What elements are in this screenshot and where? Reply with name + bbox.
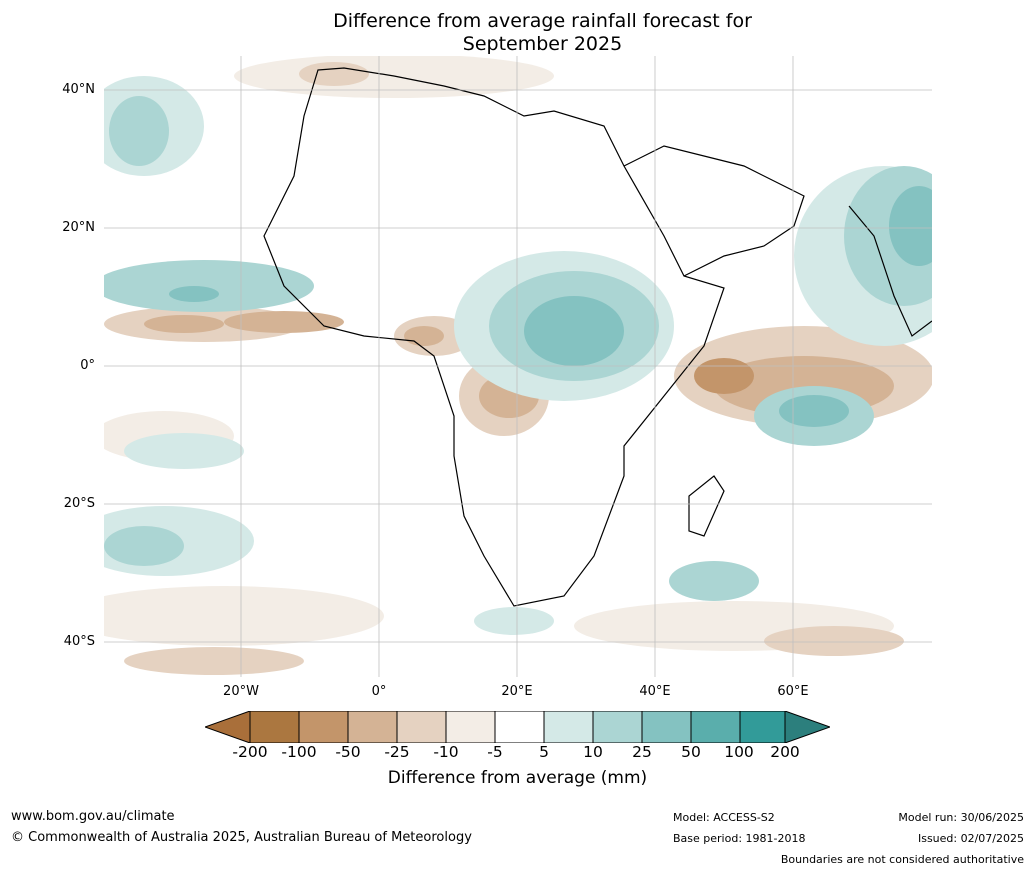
copyright-notice: © Commonwealth of Australia 2025, Austra…: [11, 830, 472, 845]
issued-date: Issued: 02/07/2025: [917, 832, 1024, 845]
colorbar-bin-7: [543, 711, 594, 743]
colorbar-tick-11: 100: [724, 743, 754, 761]
lon-label-20e: 20°E: [501, 684, 533, 699]
colorbar-tick-12: 200: [770, 743, 800, 761]
coastline-arabia: [623, 145, 805, 277]
colorbar-label: Difference from average (mm): [387, 768, 648, 788]
lon-label-20w: 20°W: [223, 684, 259, 699]
map-title-line-2: September 2025: [462, 33, 623, 55]
lat-label-equator: 0°: [80, 358, 95, 373]
colorbar-bin-11: [739, 711, 786, 743]
colorbar-bin-6: [494, 711, 545, 743]
dry-anomaly-shading: [104, 56, 932, 675]
rainfall-anomaly-map: [104, 56, 932, 677]
colorbar-tick-1: -200: [232, 743, 268, 761]
wet-anomaly-shading: [104, 76, 932, 635]
colorbar-bin-2: [298, 711, 349, 743]
colorbar-bin-10: [690, 711, 741, 743]
map-canvas: [104, 56, 932, 677]
lon-label-40e: 40°E: [639, 684, 671, 699]
colorbar-tick-2: -100: [281, 743, 317, 761]
colorbar-bin-8: [592, 711, 643, 743]
colorbar-bin-5: [445, 711, 496, 743]
colorbar-bin-4: [396, 711, 447, 743]
lat-label-20n: 20°N: [62, 220, 95, 235]
coastline-madagascar: [688, 475, 725, 537]
colorbar-tick-6: -5: [487, 743, 503, 761]
colorbar-low-extension: [205, 711, 251, 743]
colorbar-bin-1: [249, 711, 300, 743]
colorbar-tick-10: 50: [681, 743, 701, 761]
colorbar-bin-3: [347, 711, 398, 743]
lon-label-60e: 60°E: [777, 684, 809, 699]
colorbar: [205, 711, 830, 743]
coastline-india: [848, 205, 932, 337]
lat-label-40s: 40°S: [63, 634, 95, 649]
colorbar-tick-4: -25: [384, 743, 410, 761]
colorbar-tick-7: 5: [539, 743, 549, 761]
colorbar-high-extension: [784, 711, 830, 743]
map-title: Difference from average rainfall forecas…: [0, 10, 1035, 56]
lat-label-20s: 20°S: [63, 496, 95, 511]
colorbar-bin-9: [641, 711, 692, 743]
colorbar-tick-9: 25: [632, 743, 652, 761]
boundaries-disclaimer: Boundaries are not considered authoritat…: [780, 853, 1024, 866]
colorbar-tick-8: 10: [583, 743, 603, 761]
map-title-line-1: Difference from average rainfall forecas…: [333, 10, 752, 32]
model-name: Model: ACCESS-S2: [673, 811, 775, 824]
colorbar-tick-3: -50: [335, 743, 361, 761]
lat-label-40n: 40°N: [62, 82, 95, 97]
bom-website-link[interactable]: www.bom.gov.au/climate: [11, 809, 175, 824]
colorbar-tick-5: -10: [433, 743, 459, 761]
graticule: [104, 56, 932, 677]
model-run-date: Model run: 30/06/2025: [898, 811, 1024, 824]
coastline: [263, 67, 725, 607]
base-period: Base period: 1981-2018: [673, 832, 806, 845]
lon-label-0: 0°: [371, 684, 387, 699]
